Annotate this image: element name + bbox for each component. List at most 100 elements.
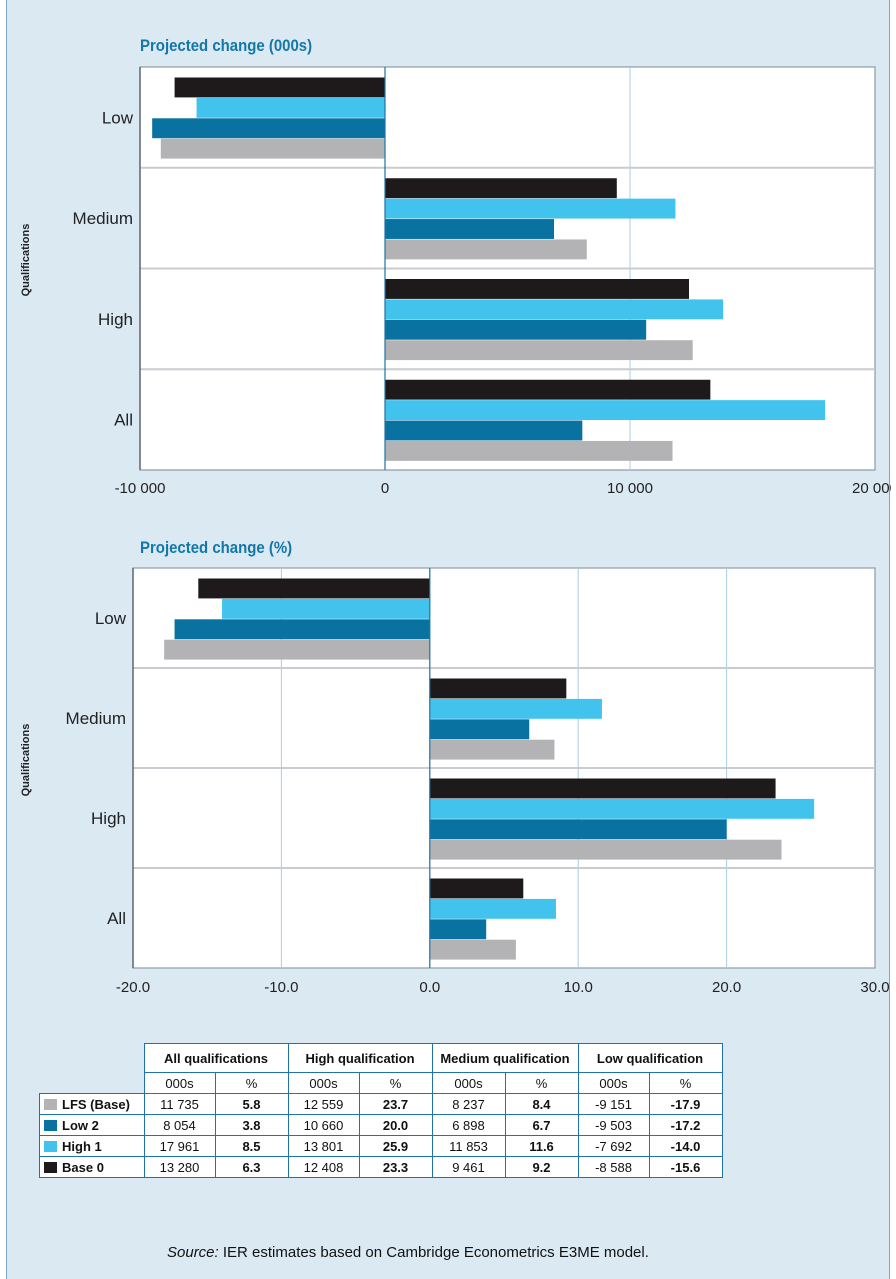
bar: [385, 219, 555, 239]
x-tick-label: 10 000: [607, 480, 653, 497]
bar: [429, 719, 530, 740]
cell-percent: 11.6: [504, 1135, 579, 1157]
bar: [385, 279, 689, 299]
bar: [385, 178, 617, 199]
cell-000s: 13 280: [143, 1156, 216, 1178]
bar: [385, 198, 676, 219]
cell-000s: 12 559: [287, 1093, 360, 1115]
bar: [160, 138, 385, 159]
cell-percent: 3.8: [214, 1114, 289, 1136]
cell-000s: 8 054: [143, 1114, 216, 1136]
chart-percent: Low Medium High All -20.0 -10.0 0.0 10.0 20.0 30.…: [20, 567, 890, 996]
unit-header: %: [358, 1072, 433, 1094]
unit-header: 000s: [143, 1072, 216, 1094]
bar: [152, 118, 385, 139]
table-row: Low 2 8 054 3.8 10 660 20.0 6 898 6.7 -9…: [39, 1114, 723, 1136]
cell-percent: 8.5: [214, 1135, 289, 1157]
cell-000s: 8 237: [431, 1093, 506, 1115]
bar: [429, 678, 567, 699]
bar: [385, 239, 587, 260]
cell-percent: 23.3: [358, 1156, 433, 1178]
category-label: Medium: [66, 709, 126, 728]
cell-percent: 5.8: [214, 1093, 289, 1115]
row-label: Base 0: [39, 1156, 145, 1178]
cell-percent: -17.9: [648, 1093, 723, 1115]
cell-000s: -7 692: [577, 1135, 650, 1157]
table-row: Base 0 13 280 6.3 12 408 23.3 9 461 9.2 …: [39, 1156, 723, 1178]
cell-percent: 20.0: [358, 1114, 433, 1136]
bar: [429, 839, 782, 860]
unit-header: %: [504, 1072, 579, 1094]
legend-swatch: [44, 1140, 57, 1152]
bar: [385, 379, 711, 400]
cell-000s: -8 588: [577, 1156, 650, 1178]
cell-000s: 17 961: [143, 1135, 216, 1157]
cell-000s: 12 408: [287, 1156, 360, 1178]
x-tick-label: 0.0: [419, 979, 440, 996]
cell-percent: 6.7: [504, 1114, 579, 1136]
legend-swatch: [44, 1098, 57, 1110]
legend-swatch: [44, 1161, 57, 1173]
table-row: LFS (Base) 11 735 5.8 12 559 23.7 8 237 …: [39, 1093, 723, 1115]
cell-percent: -17.2: [648, 1114, 723, 1136]
data-table: All qualifications High qualification Me…: [39, 1043, 723, 1178]
bar: [385, 299, 724, 320]
category-label: High: [98, 310, 133, 329]
table-group-header: High qualification: [287, 1043, 433, 1073]
bar: [429, 878, 524, 899]
x-tick-label: 10.0: [564, 979, 593, 996]
bar: [429, 919, 487, 940]
cell-000s: 11 853: [431, 1135, 506, 1157]
cell-000s: -9 151: [577, 1093, 650, 1115]
x-tick-label: 20 000: [852, 480, 891, 497]
cell-percent: 6.3: [214, 1156, 289, 1178]
cell-000s: 13 801: [287, 1135, 360, 1157]
bar: [174, 77, 385, 98]
table-group-header: All qualifications: [143, 1043, 289, 1073]
cell-000s: 10 660: [287, 1114, 360, 1136]
cell-000s: 9 461: [431, 1156, 506, 1178]
y-axis-title: Qualifications: [20, 224, 32, 297]
bar: [429, 698, 602, 719]
bar: [164, 639, 430, 660]
bar: [429, 778, 776, 799]
chart-thousands: Low Medium High All -10 000 0 10 000 20 000 Qual…: [20, 66, 891, 497]
cell-percent: -15.6: [648, 1156, 723, 1178]
x-tick-label: 30.0: [860, 979, 889, 996]
cell-000s: 6 898: [431, 1114, 506, 1136]
category-label: Medium: [73, 209, 133, 228]
row-label: Low 2: [39, 1114, 145, 1136]
table-unit-header-row: 000s % 000s % 000s % 000s %: [40, 1072, 723, 1094]
table-row: High 1 17 961 8.5 13 801 25.9 11 853 11.…: [39, 1135, 723, 1157]
cell-000s: -9 503: [577, 1114, 650, 1136]
table-group-header: Low qualification: [577, 1043, 723, 1073]
x-tick-label: 20.0: [712, 979, 741, 996]
bar: [385, 400, 826, 421]
bar: [429, 819, 727, 840]
cell-percent: 25.9: [358, 1135, 433, 1157]
bar: [198, 578, 430, 599]
category-label: All: [114, 411, 133, 430]
table-group-header-row: All qualifications High qualification Me…: [40, 1043, 723, 1073]
row-label: LFS (Base): [39, 1093, 145, 1115]
bar: [429, 739, 555, 760]
source-label: Source:: [167, 1244, 219, 1261]
bar: [222, 598, 430, 619]
bar: [385, 319, 647, 340]
figure-panel: Projected change (000s) Low Medium High All…: [6, 0, 891, 1279]
x-tick-label: -10 000: [115, 480, 166, 497]
y-axis-title: Qualifications: [20, 724, 32, 797]
unit-header: %: [214, 1072, 289, 1094]
cell-000s: 11 735: [143, 1093, 216, 1115]
x-tick-label: -10.0: [264, 979, 298, 996]
unit-header: 000s: [577, 1072, 650, 1094]
bar: [196, 97, 385, 118]
bar: [429, 798, 815, 819]
cell-percent: 23.7: [358, 1093, 433, 1115]
bar: [174, 619, 430, 640]
bar: [385, 420, 583, 441]
table-group-header: Medium qualification: [431, 1043, 579, 1073]
chart-title-percent: Projected change (%): [140, 538, 293, 557]
category-label: High: [91, 809, 126, 828]
cell-percent: 8.4: [504, 1093, 579, 1115]
